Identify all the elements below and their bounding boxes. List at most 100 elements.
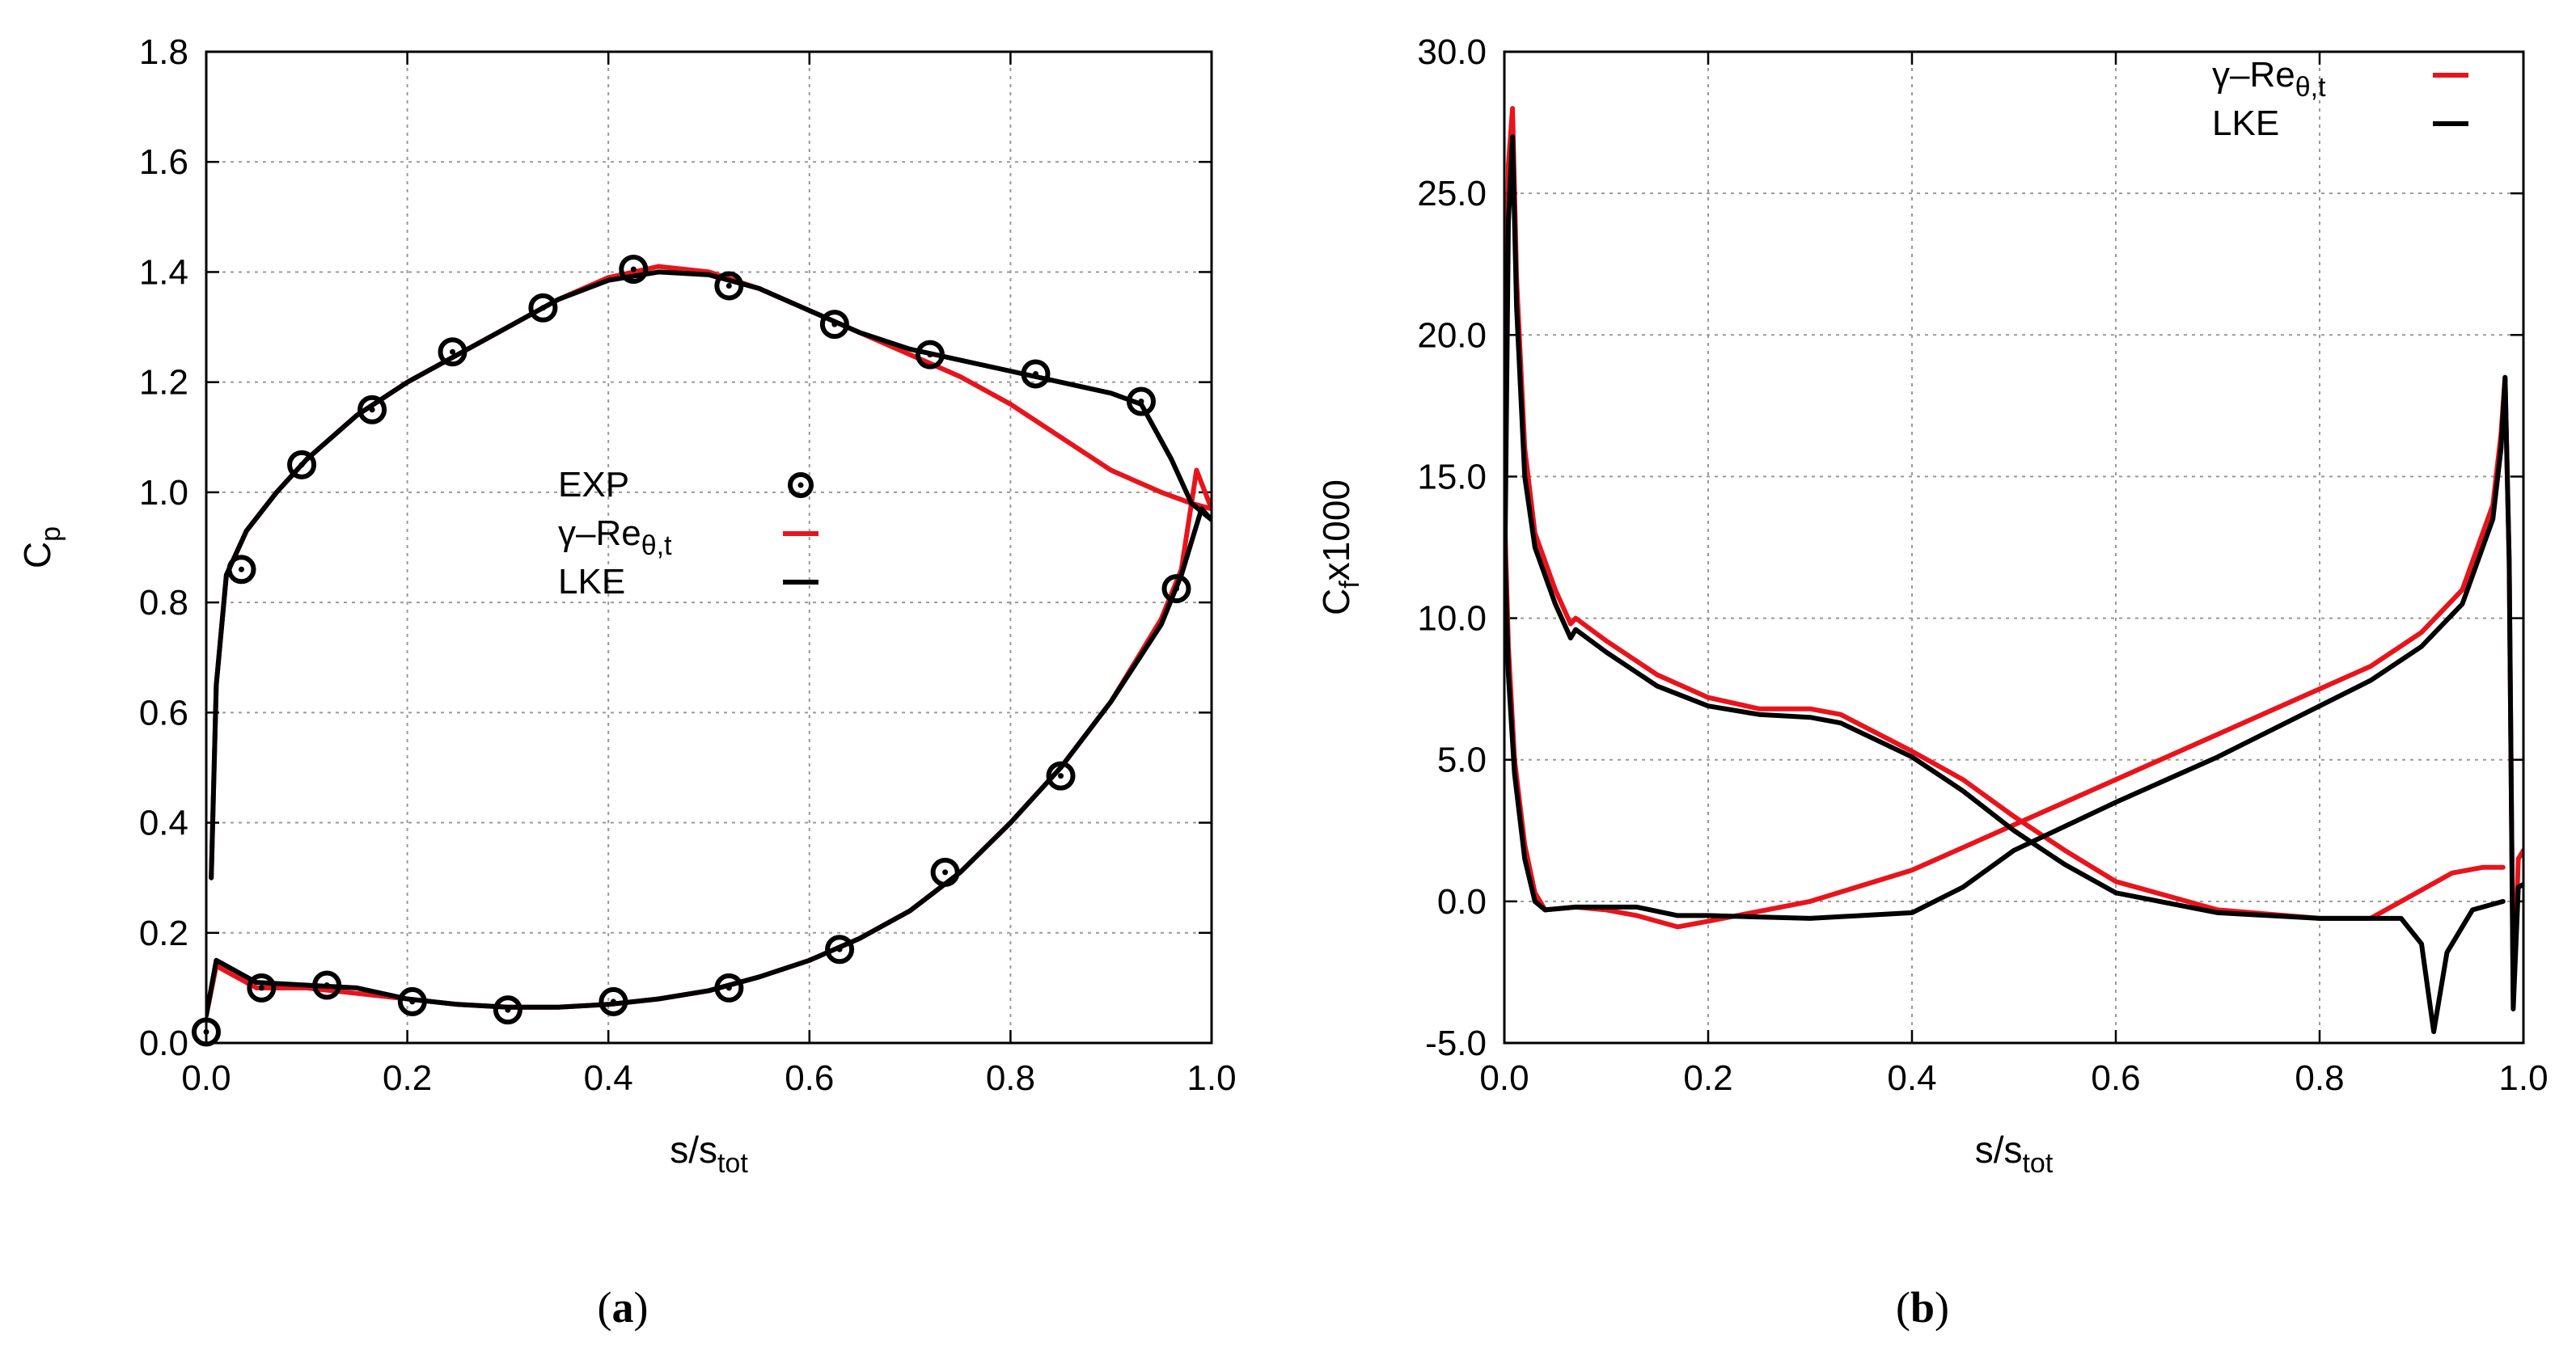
exp-point	[599, 986, 628, 1016]
exp-point-dot	[1058, 773, 1064, 779]
exp-point	[1046, 761, 1076, 791]
exp-point	[438, 337, 467, 367]
exp-point	[930, 857, 960, 887]
x-tick-label: 0.6	[2091, 1058, 2140, 1098]
y-tick-label: 1.2	[139, 363, 188, 403]
series-group	[1504, 106, 2523, 1034]
exp-point-dot	[725, 985, 732, 991]
x-tick-label: 0.6	[785, 1058, 834, 1098]
exp-point-dot	[369, 407, 375, 413]
exp-point-dot	[239, 566, 245, 572]
exp-point	[528, 293, 558, 323]
exp-point-dot	[831, 321, 838, 327]
y-tick-label: 25.0	[1417, 174, 1487, 213]
legend-label: EXP	[558, 465, 629, 505]
x-tick-label: 0.4	[1887, 1058, 1936, 1098]
gridlines	[206, 52, 1212, 1043]
x-tick-label: 1.0	[2498, 1058, 2548, 1098]
series-line-lke-3	[206, 506, 1212, 1018]
legend-label: LKE	[2212, 103, 2279, 143]
exp-point-dot	[630, 266, 637, 272]
exp-point-dot	[1032, 370, 1038, 377]
exp-point	[1021, 359, 1051, 389]
exp-point	[493, 995, 522, 1025]
exp-point	[714, 973, 744, 1003]
exp-point	[397, 986, 427, 1016]
y-tick-label: 1.0	[139, 473, 188, 513]
exp-point-dot	[725, 282, 732, 289]
y-tick-label: 10.0	[1417, 599, 1487, 639]
exp-point-dot	[450, 348, 456, 355]
x-tick-label: 0.0	[1479, 1058, 1529, 1098]
chart-a: 0.0 0.2 0.4 0.6 0.8 1.0 0.0 0.2 0.4 0.6 0.8 1.0 1.2 1…	[16, 32, 1237, 1332]
y-tick-label: 0.6	[139, 693, 188, 733]
y-tick-label: 0.8	[139, 583, 188, 623]
x-axis-label: s/stot	[670, 1129, 748, 1179]
x-tick-label: 0.2	[383, 1058, 432, 1098]
y-tick-label: 0.4	[139, 804, 188, 843]
exp-point-dot	[539, 305, 546, 311]
exp-point	[825, 935, 855, 965]
exp-point-dot	[1173, 585, 1179, 592]
y-tick-label: 0.0	[139, 1024, 188, 1063]
chart-b: 0.0 0.2 0.4 0.6 0.8 1.0-5.00.05.010.015.020.0…	[1315, 32, 2549, 1332]
exp-point-dot	[927, 352, 933, 358]
legend-marker-exp	[788, 472, 814, 498]
y-tick-label: 1.4	[139, 252, 188, 292]
x-axis-label: s/stot	[1975, 1129, 2054, 1179]
exp-point	[714, 271, 744, 301]
panel-caption: (a)	[598, 1283, 649, 1332]
exp-point	[819, 310, 849, 340]
series-line-gamma-re-1	[1504, 374, 2523, 1003]
exp-point	[619, 255, 649, 285]
exp-point-dot	[942, 869, 949, 876]
legend-label: γ–Reθ,t	[2212, 55, 2326, 103]
legend-marker-dot	[797, 482, 804, 488]
gridlines	[1504, 52, 2523, 1043]
exp-point	[915, 340, 945, 369]
exp-point-dot	[610, 999, 616, 1005]
series-line-lke-2	[209, 269, 1212, 880]
series-line-lke-3	[1504, 374, 2523, 1011]
y-tick-label: -5.0	[1425, 1024, 1487, 1063]
exp-point-dot	[836, 946, 843, 952]
exp-point-dot	[505, 1007, 511, 1013]
exp-point-dot	[298, 462, 305, 468]
y-tick-label: 1.6	[139, 142, 188, 182]
panel-caption: (b)	[1896, 1283, 1949, 1332]
x-tick-label: 1.0	[1186, 1058, 1236, 1098]
y-tick-label: 1.8	[139, 32, 188, 72]
y-tick-label: 5.0	[1437, 741, 1487, 780]
exp-points	[192, 255, 1191, 1047]
series-line-gamma-re-0	[1504, 106, 2506, 921]
x-tick-label: 0.0	[181, 1058, 231, 1098]
x-tick-label: 0.8	[2295, 1058, 2344, 1098]
series-group	[206, 264, 1212, 1018]
plot-frame	[205, 50, 1213, 1045]
exp-point	[1161, 574, 1191, 604]
exp-point	[247, 973, 277, 1003]
legend-label: γ–Reθ,t	[558, 513, 672, 561]
legend-label: LKE	[558, 562, 625, 602]
exp-point-dot	[409, 999, 416, 1005]
x-tick-label: 0.4	[584, 1058, 633, 1098]
exp-point-dot	[1138, 399, 1144, 405]
exp-point	[357, 395, 387, 424]
x-tick-label: 0.8	[986, 1058, 1035, 1098]
y-tick-label: 30.0	[1417, 32, 1487, 72]
exp-point	[226, 555, 256, 585]
exp-point-dot	[258, 985, 264, 991]
exp-point	[1126, 386, 1156, 416]
exp-point-dot	[324, 982, 330, 988]
y-tick-label: 0.2	[139, 914, 188, 953]
exp-point	[287, 450, 317, 479]
y-axis-label: Cfx1000	[1315, 479, 1365, 615]
plot-frame	[1503, 50, 2525, 1045]
y-tick-label: 15.0	[1417, 457, 1487, 496]
exp-point	[312, 970, 342, 1000]
y-axis-label: Cp	[16, 526, 66, 568]
y-tick-label: 0.0	[1437, 882, 1487, 922]
